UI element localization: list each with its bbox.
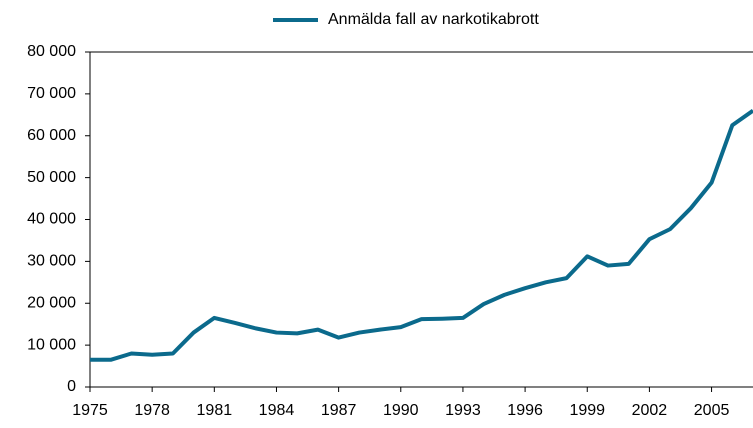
y-tick-label: 10 000 [27,336,76,353]
x-tick-label: 1984 [259,402,295,419]
x-tick-label: 1999 [569,402,605,419]
data-line [90,108,753,362]
x-tick-label: 1978 [134,402,170,419]
x-tick-label: 2005 [694,402,730,419]
y-tick-label: 50 000 [27,169,76,186]
legend-label: Anmälda fall av narkotikabrott [328,11,539,28]
y-tick-label: 70 000 [27,85,76,102]
x-tick-label: 1990 [383,402,419,419]
x-tick-label: 1975 [72,402,108,419]
y-tick-label: 40 000 [27,211,76,228]
y-tick-label: 60 000 [27,127,76,144]
x-tick-label: 1981 [197,402,233,419]
x-tick-label: 1993 [445,402,481,419]
y-tick-label: 0 [67,378,76,395]
x-tick-label: 1987 [321,402,357,419]
y-tick-label: 20 000 [27,294,76,311]
x-tick-label: 1996 [507,402,543,419]
y-tick-label: 30 000 [27,253,76,270]
x-tick-label: 2002 [632,402,668,419]
y-tick-label: 80 000 [27,43,76,60]
